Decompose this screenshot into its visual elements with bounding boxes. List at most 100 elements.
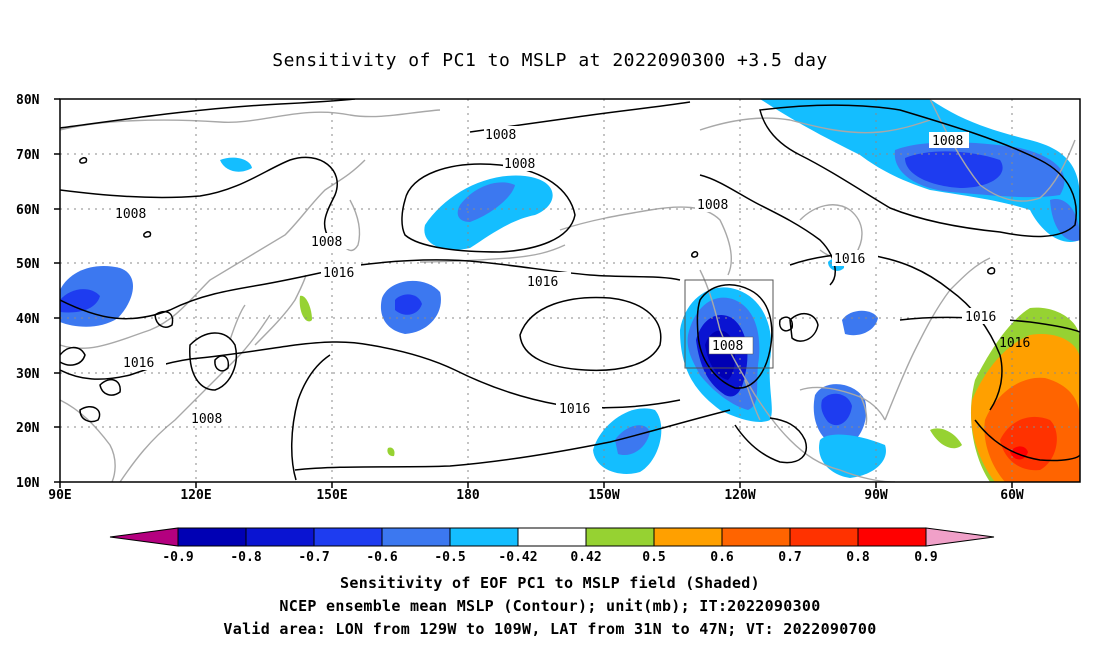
colorbar-segment <box>789 527 859 547</box>
colorbar-segment <box>313 527 383 547</box>
lon-tick-label: 120E <box>180 488 211 503</box>
colorbar-label: -0.6 <box>366 550 397 565</box>
lon-tick-label: 150W <box>588 488 619 503</box>
contour-label: 1016 <box>123 356 154 371</box>
contour-label: 1016 <box>965 310 996 325</box>
contour-1016-sw <box>291 354 331 481</box>
contour-small-ak2 <box>143 231 152 238</box>
footer-line-2: NCEP ensemble mean MSLP (Contour); unit(… <box>279 597 821 615</box>
lat-tick-label: 60N <box>16 203 40 218</box>
contour-1016-pac-south <box>294 409 731 471</box>
contour-label: 1016 <box>834 252 865 267</box>
contour-small-w1 <box>60 346 86 366</box>
contour-1016-high <box>519 296 662 372</box>
contour-label: 1008 <box>485 128 516 143</box>
coast-asia-east <box>60 159 366 349</box>
lat-tick-label: 10N <box>16 476 40 491</box>
colorbar-segment <box>177 527 247 547</box>
coast-china <box>119 314 271 482</box>
lat-tick-label: 50N <box>16 257 40 272</box>
contour-label: 1008 <box>115 207 146 222</box>
lon-tick-label: 120W <box>724 488 755 503</box>
coast-na-west <box>699 269 841 471</box>
coast-canada-arctic <box>699 117 931 134</box>
colorbar-segment <box>857 527 927 547</box>
shade-caribbean <box>819 434 886 478</box>
coast-asia-north <box>60 109 441 131</box>
shade-baffin-core <box>905 151 1003 188</box>
shade-caribbean-green <box>930 428 962 449</box>
footer-line-1: Sensitivity of EOF PC1 to MSLP field (Sh… <box>340 574 760 592</box>
contour-label: 1016 <box>559 402 590 417</box>
shade-hawaii-core <box>615 425 650 456</box>
shade-okhotsk-green <box>299 295 312 322</box>
coast-korea <box>229 304 246 341</box>
colorbar-label: -0.42 <box>498 550 537 565</box>
colorbar-arrow-min <box>109 527 179 547</box>
colorbar-segment <box>721 527 791 547</box>
contour-small-ne <box>987 267 996 275</box>
coast-alaska <box>559 206 732 276</box>
map-figure: 1008 1008 1008 1008 1008 1008 1008 1016 … <box>16 93 1081 565</box>
contour-1008-bering <box>401 163 576 253</box>
colorbar-label: -0.9 <box>162 550 193 565</box>
colorbar-segment <box>449 527 519 547</box>
colorbar-label: 0.7 <box>778 550 801 565</box>
colorbar-label: 0.6 <box>710 550 734 565</box>
tick-marks <box>54 98 1013 488</box>
grid-lines <box>60 99 1080 482</box>
lon-axis: 90E 120E 150E 180 150W 120W 90W 60W <box>48 488 1024 503</box>
lon-tick-label: 90E <box>48 488 71 503</box>
lat-axis: 80N 70N 60N 50N 40N 30N 20N 10N <box>16 93 40 491</box>
map-frame <box>59 98 1081 483</box>
colorbar-label: -0.8 <box>230 550 261 565</box>
coast-na-east <box>884 257 991 421</box>
lon-tick-label: 60W <box>1000 488 1024 503</box>
contour-label-group: 1008 1008 1008 1008 1008 1008 1008 1016 … <box>113 126 1030 427</box>
coast-japan <box>254 274 307 346</box>
colorbar-segment <box>517 527 587 547</box>
lat-tick-label: 30N <box>16 367 40 382</box>
contour-label: 1008 <box>191 412 222 427</box>
contour-label: 1008 <box>932 134 963 149</box>
chart-title: Sensitivity of PC1 to MSLP at 2022090300… <box>272 50 828 71</box>
lon-tick-label: 150E <box>316 488 347 503</box>
coast-baja <box>744 379 761 421</box>
contour-small-ak <box>79 157 88 164</box>
shade-siberia-small <box>220 157 252 172</box>
coast-aleutians <box>419 244 566 263</box>
colorbar-arrow-max <box>925 527 995 547</box>
shade-kuril-green <box>387 447 395 457</box>
shaded-sensitivity <box>60 99 1080 482</box>
coast-indochina <box>60 399 116 482</box>
lat-tick-label: 80N <box>16 93 40 108</box>
contour-1016-atl <box>899 316 1080 333</box>
colorbar-label: -0.7 <box>298 550 329 565</box>
contour-1016-carib <box>974 419 1080 462</box>
colorbar-label: -0.5 <box>434 550 465 565</box>
colorbar-segment <box>245 527 315 547</box>
contour-label: 1016 <box>527 275 558 290</box>
contour-1008-cross <box>789 313 819 342</box>
contour-small-w3 <box>99 378 121 396</box>
colorbar-label: 0.9 <box>914 550 937 565</box>
contour-small-mid <box>778 316 794 332</box>
lon-tick-label: 180 <box>456 488 480 503</box>
shade-gulf-core <box>821 393 852 426</box>
contour-small-pnw <box>691 251 699 258</box>
contour-label: 1008 <box>504 157 535 172</box>
contour-label: 1008 <box>712 339 743 354</box>
lat-tick-label: 40N <box>16 312 40 327</box>
valid-area-box <box>684 279 774 369</box>
contour-label: 1016 <box>999 336 1030 351</box>
contour-1008-westpac <box>189 332 237 391</box>
colorbar-segment <box>585 527 655 547</box>
colorbar-segment <box>653 527 723 547</box>
shade-greatlakes <box>842 310 878 336</box>
lat-tick-label: 20N <box>16 421 40 436</box>
coastlines <box>60 99 1076 482</box>
coast-gulf <box>799 386 886 421</box>
lat-tick-label: 70N <box>16 148 40 163</box>
coast-florida <box>859 394 868 426</box>
